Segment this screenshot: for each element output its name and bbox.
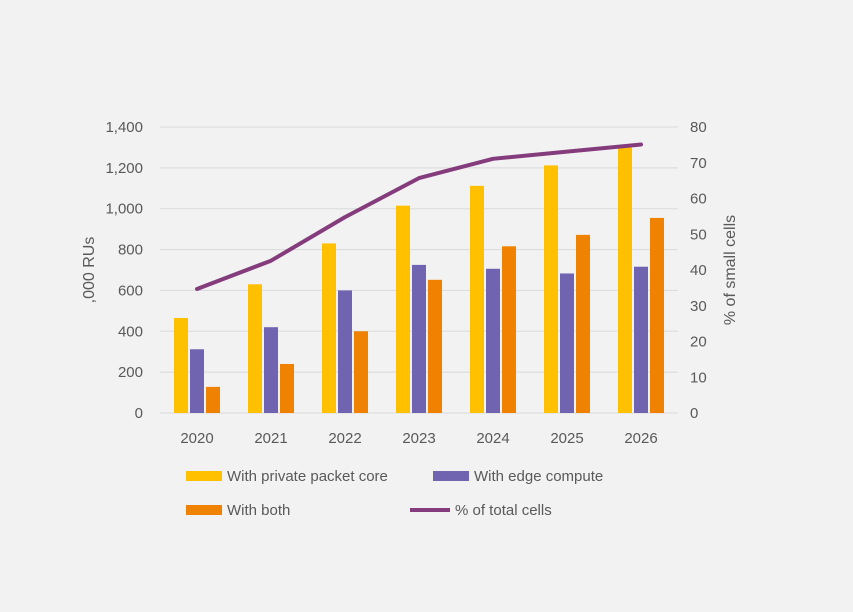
bar [560,273,574,413]
x-tick-label: 2026 [624,430,657,447]
bar [428,280,442,413]
y-tick-label: 600 [118,282,143,299]
x-tick-label: 2024 [476,430,509,447]
legend: With private packet core With edge comput… [186,468,603,519]
bar [248,284,262,413]
y-tick-label: 1,000 [105,201,143,218]
x-tick-label: 2020 [180,430,213,447]
y-axis-title: ,000 RUs [81,237,98,304]
bar [396,206,410,413]
y2-tick-label: 50 [690,226,707,243]
y2-tick-label: 30 [690,298,707,315]
legend-label: With private packet core [227,468,388,485]
bar [618,147,632,413]
bar [544,165,558,413]
bar [634,267,648,413]
y-tick-label: 1,200 [105,160,143,177]
x-tick-label: 2023 [402,430,435,447]
bars [174,147,664,413]
legend-swatch [186,471,222,481]
bar [338,290,352,413]
bar [206,387,220,413]
x-tick-label: 2021 [254,430,287,447]
y-tick-label: 0 [135,405,143,422]
y-tick-label: 400 [118,323,143,340]
bar [264,327,278,413]
bar [280,364,294,413]
bar [486,269,500,413]
legend-label: % of total cells [455,502,552,519]
bar [502,246,516,413]
y2-axis-title: % of small cells [722,215,739,325]
x-tick-label: 2022 [328,430,361,447]
bar [174,318,188,413]
bar [354,331,368,413]
bar [322,243,336,413]
y2-tick-label: 20 [690,334,707,351]
y2-tick-label: 0 [690,405,698,422]
y2-tick-label: 80 [690,119,707,136]
bar [650,218,664,413]
y-tick-label: 200 [118,364,143,381]
x-tick-label: 2025 [550,430,583,447]
legend-label: With edge compute [474,468,603,485]
legend-label: With both [227,502,290,519]
y2-tick-label: 10 [690,369,707,386]
y2-tick-label: 60 [690,191,707,208]
bar [470,186,484,413]
legend-swatch [433,471,469,481]
y-tick-label: 1,400 [105,119,143,136]
bar [412,265,426,413]
bar [190,349,204,413]
legend-swatch [186,505,222,515]
y-tick-label: 800 [118,242,143,259]
y2-tick-label: 70 [690,155,707,172]
y2-tick-label: 40 [690,262,707,279]
bar [576,235,590,413]
